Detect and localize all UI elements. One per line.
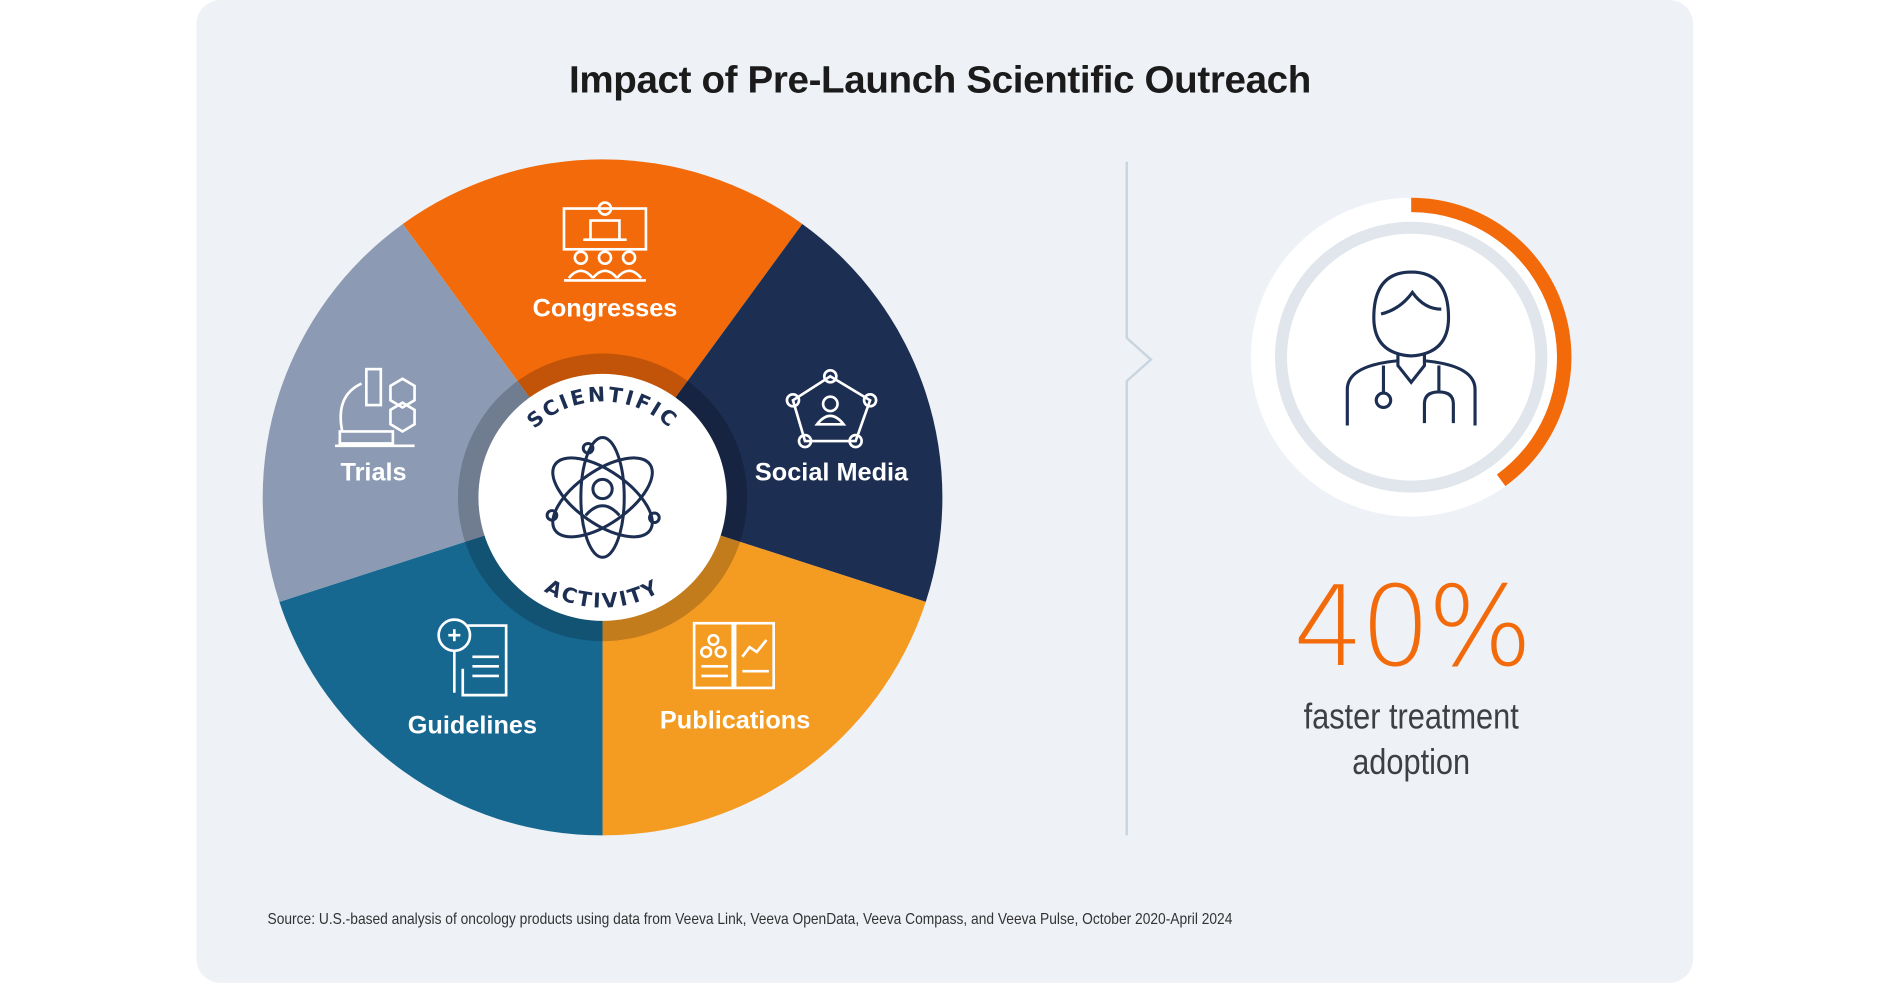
stat-track — [1274, 221, 1548, 493]
doctor-icon — [1345, 270, 1477, 426]
document-magnifier-icon — [437, 618, 508, 697]
segment-label: Congresses — [533, 294, 678, 322]
progress-arc — [1411, 197, 1572, 487]
segment-label: Social Media — [755, 459, 909, 487]
segment-congresses — [402, 159, 803, 498]
divider — [1125, 161, 1153, 836]
stat-caption: faster treatment adoption — [1267, 695, 1556, 786]
source-note: Source: U.S.-based analysis of oncology … — [267, 909, 1233, 928]
caption-line-2: adoption — [1352, 743, 1471, 783]
segment-label: Publications — [660, 707, 810, 735]
network-user-icon — [785, 369, 878, 449]
caption-line-1: faster treatment — [1303, 697, 1519, 738]
page-title: Impact of Pre-Launch Scientific Outreach — [568, 57, 1311, 101]
segment-label: Trials — [341, 459, 407, 487]
atom-user-icon — [545, 435, 661, 559]
open-book-chart-icon — [692, 621, 775, 690]
stat-value: 40% — [1293, 563, 1532, 692]
segment-label: Guidelines — [408, 712, 537, 740]
microscope-icon — [335, 367, 416, 448]
presentation-audience-icon — [562, 201, 648, 282]
